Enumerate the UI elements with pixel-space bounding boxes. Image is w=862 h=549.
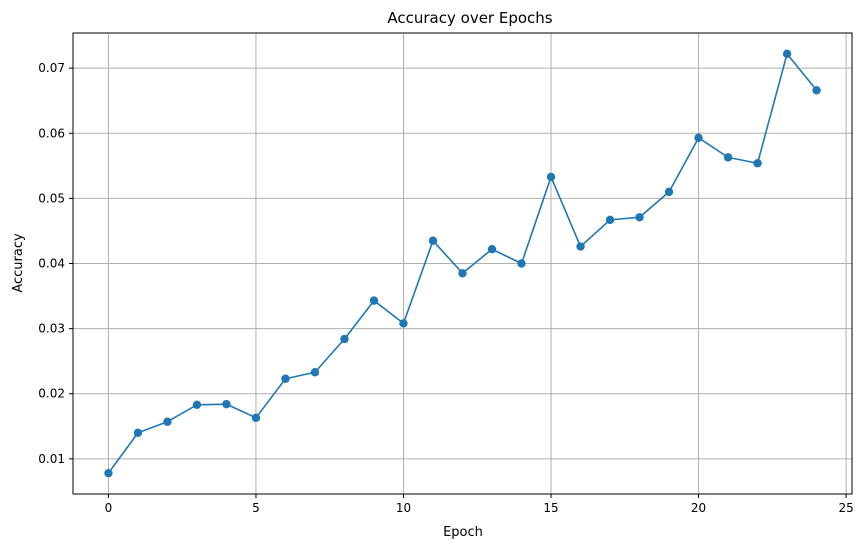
y-tick-label: 0.07	[38, 61, 65, 75]
y-tick-label: 0.05	[38, 191, 65, 205]
data-point	[310, 368, 320, 377]
data-point	[782, 49, 792, 59]
data-point	[546, 172, 556, 182]
data-point	[133, 428, 143, 437]
data-point	[369, 296, 379, 305]
y-axis-label: Accuracy	[11, 233, 26, 293]
y-tick-label: 0.04	[38, 257, 65, 271]
x-tick-label: 5	[252, 501, 260, 515]
x-tick-label: 25	[838, 501, 853, 515]
y-tick-label: 0.02	[38, 387, 65, 401]
data-point	[605, 215, 615, 225]
data-point	[251, 413, 261, 423]
data-point	[812, 86, 821, 95]
data-point	[340, 334, 349, 344]
x-tick-label: 15	[543, 501, 558, 515]
data-point	[487, 244, 497, 254]
data-point	[635, 213, 644, 222]
data-point	[104, 468, 113, 478]
x-tick-label: 20	[691, 501, 706, 515]
series	[104, 49, 821, 478]
data-point	[192, 400, 202, 409]
data-point	[428, 236, 438, 245]
data-point	[694, 133, 703, 143]
data-point	[517, 259, 526, 268]
data-point	[753, 159, 762, 168]
x-tick-label: 0	[105, 501, 113, 515]
y-tick-label: 0.03	[38, 322, 65, 336]
data-point	[281, 374, 290, 383]
grid	[73, 33, 852, 494]
ticks: 0 5 10 15 20 25 0.01 0.02 0.03 0.04 0.05 0.06 0.07	[38, 61, 853, 515]
y-tick-label: 0.01	[38, 452, 65, 466]
data-point	[458, 269, 467, 278]
data-point	[222, 399, 231, 409]
data-point	[399, 319, 408, 328]
data-point	[723, 153, 733, 162]
data-point	[664, 187, 674, 197]
x-axis-label: Epoch	[443, 525, 483, 540]
data-point	[163, 417, 172, 426]
data-point	[576, 242, 585, 251]
chart-title: Accuracy over Epochs	[387, 9, 552, 27]
y-tick-label: 0.06	[38, 126, 65, 140]
x-tick-label: 10	[396, 501, 411, 515]
